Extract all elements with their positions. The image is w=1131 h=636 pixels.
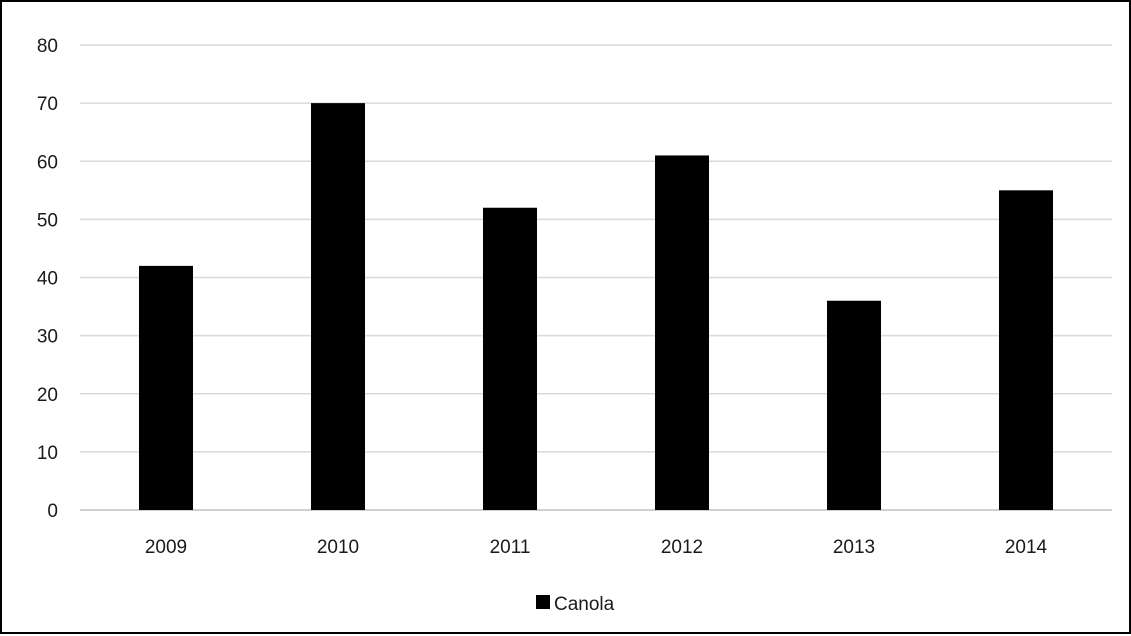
- x-tick-label: 2013: [833, 537, 875, 558]
- bar-2009: [139, 265, 193, 510]
- y-axis-ticks: 0 10 20 30 40 50 60 70 80: [37, 36, 58, 522]
- y-tick-label: 30: [37, 327, 58, 348]
- x-tick-label: 2014: [1005, 537, 1048, 558]
- bar-2011: [483, 207, 537, 510]
- bar-2014: [999, 190, 1053, 510]
- y-tick-label: 50: [37, 210, 58, 231]
- x-axis-ticks: 2009 2010 2011 2012 2013 2014: [145, 537, 1048, 558]
- legend-label-canola: Canola: [554, 594, 615, 615]
- x-tick-label: 2009: [145, 537, 187, 558]
- gridlines: [80, 44, 1112, 511]
- y-tick-label: 60: [37, 152, 58, 173]
- x-tick-label: 2011: [490, 537, 531, 558]
- y-tick-label: 80: [37, 36, 58, 57]
- legend-swatch-canola: [536, 595, 550, 609]
- x-tick-label: 2012: [661, 537, 703, 558]
- y-tick-label: 40: [37, 269, 58, 290]
- y-tick-label: 0: [47, 501, 58, 522]
- legend: Canola: [536, 594, 615, 615]
- bar-2012: [655, 155, 709, 510]
- y-tick-label: 10: [37, 443, 58, 464]
- y-tick-label: 70: [37, 94, 58, 115]
- bar-2013: [827, 300, 881, 510]
- bars: [139, 103, 1053, 510]
- x-tick-label: 2010: [317, 537, 359, 558]
- y-tick-label: 20: [37, 385, 58, 406]
- bar-2010: [311, 103, 365, 510]
